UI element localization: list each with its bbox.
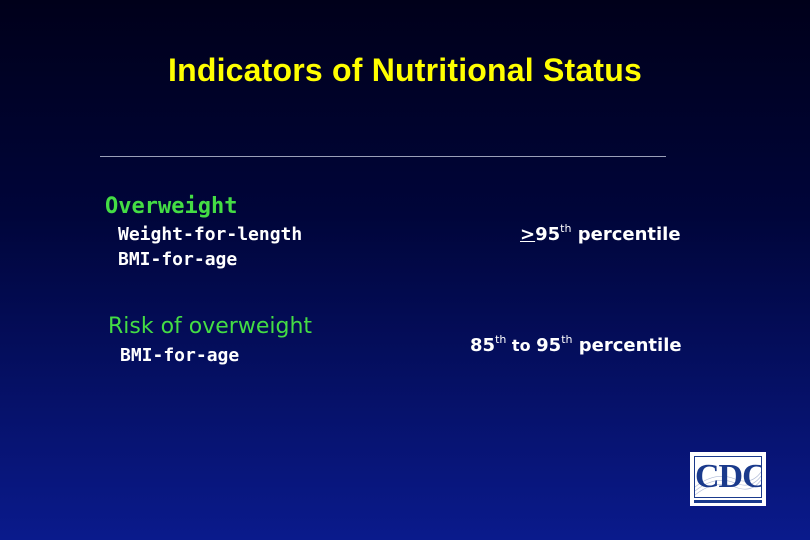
cdc-logo-bar xyxy=(694,500,762,503)
slide-title: Indicators of Nutritional Status xyxy=(168,52,642,88)
criterion-value-low: 85 xyxy=(470,335,496,356)
criterion-overweight: >95th percentile xyxy=(520,222,681,245)
heading-overweight: Overweight xyxy=(105,194,238,219)
criterion-value: 95 xyxy=(535,224,561,245)
criterion-sup-low: th xyxy=(495,333,507,346)
criterion-risk: 85th to 95th percentile xyxy=(470,333,682,356)
cdc-eagle-lines-icon xyxy=(695,471,761,496)
subitem-weight-for-length: Weight-for-length xyxy=(118,224,303,245)
cdc-logo-text: CDC xyxy=(695,458,762,495)
cdc-logo: CDC xyxy=(690,452,766,506)
heading-risk-of-overweight: Risk of overweight xyxy=(108,314,313,339)
subitem-bmi-for-age: BMI-for-age xyxy=(118,249,238,270)
criterion-sup: th xyxy=(560,222,572,235)
subitem-bmi-for-age-2: BMI-for-age xyxy=(120,345,240,366)
criterion-text: percentile xyxy=(571,224,681,245)
criterion-to: to xyxy=(506,336,537,355)
divider xyxy=(100,156,666,157)
criterion-text-2: percentile xyxy=(572,335,682,356)
criterion-value-high: 95 xyxy=(536,335,562,356)
ge-symbol: > xyxy=(520,224,536,245)
cdc-logo-icon: CDC xyxy=(694,456,762,498)
criterion-sup-high: th xyxy=(561,333,573,346)
